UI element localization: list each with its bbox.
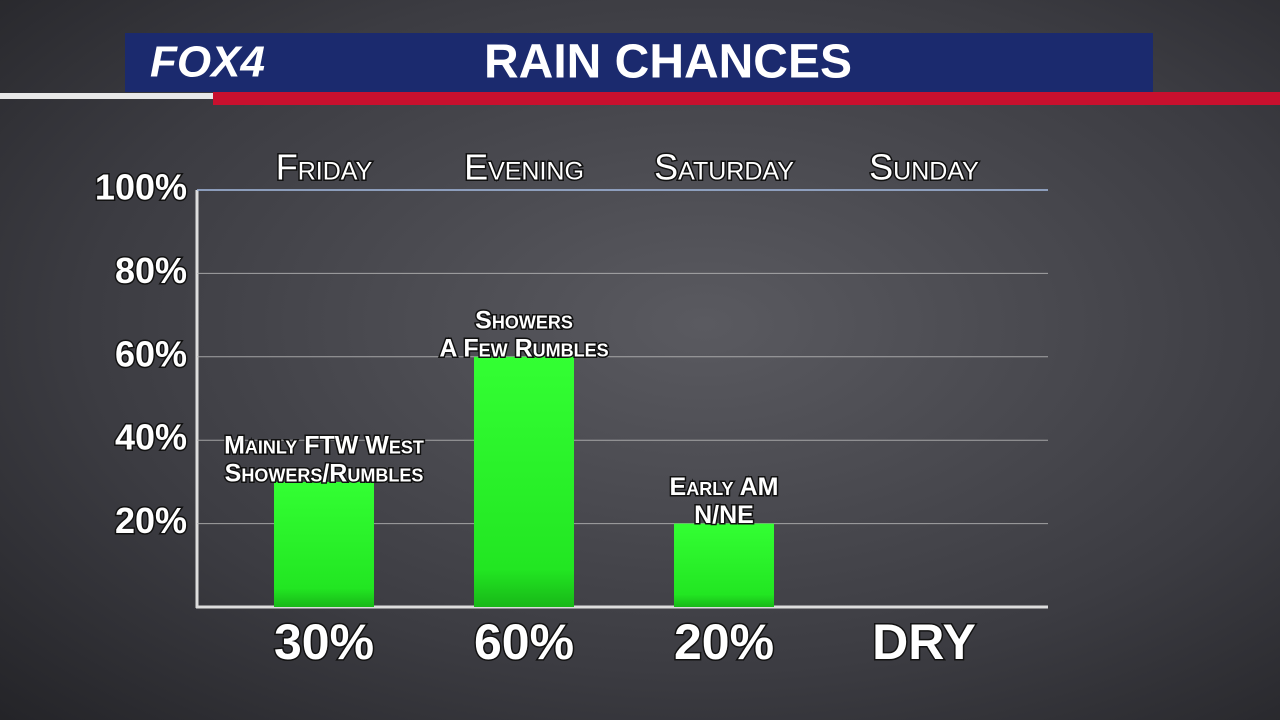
x-tick-label: Friday: [276, 147, 373, 188]
x-tick-label: Evening: [464, 147, 584, 188]
annotation: Showers/Rumbles: [225, 460, 424, 488]
annotation: Mainly FTW West: [224, 432, 424, 460]
header-bar: [125, 33, 1153, 92]
y-tick-label: 100%: [95, 167, 187, 208]
bar: [274, 481, 374, 607]
x-tick-label: Saturday: [654, 147, 794, 188]
bar: [474, 356, 574, 607]
value-label: 60%: [474, 614, 574, 670]
logo: FOX4: [150, 38, 265, 87]
y-tick-label: 80%: [115, 250, 187, 291]
annotation: Showers: [475, 306, 573, 334]
y-tick-label: 20%: [115, 500, 187, 541]
header-stripe: [0, 93, 213, 99]
y-tick-label: 60%: [115, 333, 187, 374]
annotation: N/NE: [694, 501, 754, 529]
value-label: 20%: [674, 614, 774, 670]
y-tick-label: 40%: [115, 417, 187, 458]
value-label: 30%: [274, 614, 374, 670]
chart-title: RAIN CHANCES: [484, 36, 852, 89]
annotation: A Few Rumbles: [439, 334, 608, 362]
annotation: Early AM: [670, 473, 779, 501]
bar: [674, 523, 774, 607]
x-tick-label: Sunday: [869, 147, 979, 188]
header-stripe: [213, 92, 1280, 105]
value-label: DRY: [872, 614, 976, 670]
